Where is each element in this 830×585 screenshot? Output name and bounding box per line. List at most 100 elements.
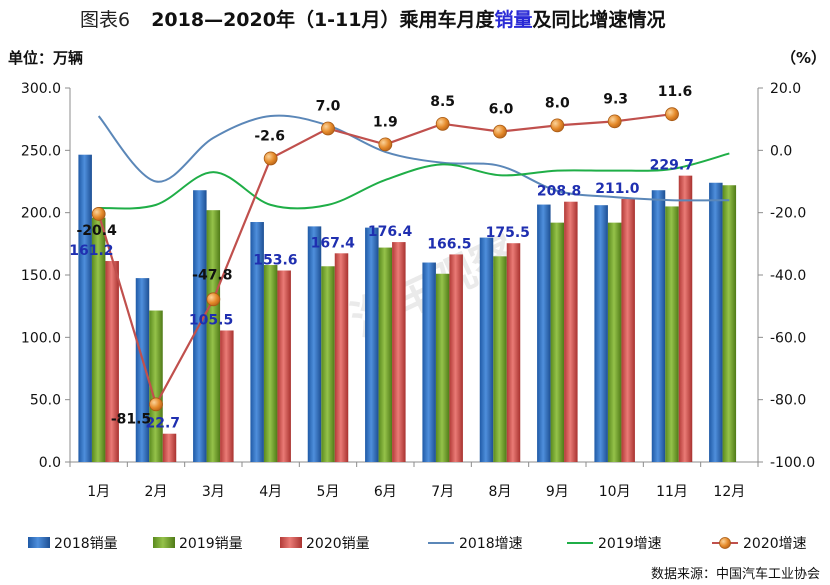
marker-2020增速-5月 [321,121,335,136]
axes: 300.0 250.0 200.0 150.0 100.0 50.0 0.0 20.0 0.0 -… [21,81,815,500]
bar-2020销量-6月 [392,242,406,462]
marker-2020增速-3月 [206,292,221,307]
line-value-label: 1.9 [373,114,398,130]
line-2018增速 [97,114,730,202]
bar-2018销量-8月 [479,237,494,462]
marker-2020增速-6月 [378,137,393,152]
bar-2020销量-2月 [162,433,177,462]
title-highlight: 销量 [495,8,533,31]
x-category-label: 12月 [713,484,745,500]
bar-2018销量-9月 [537,204,551,462]
marker-2020增速-7月 [435,116,450,131]
legend-label: 2018增速 [459,536,523,552]
bar-value-label: 166.5 [427,236,471,252]
marker-2020增速-10月 [607,114,622,129]
line-value-label: 7.0 [316,99,341,115]
legend-label: 2020销量 [306,536,370,552]
left-tick-label: 50.0 [30,393,61,409]
bar-2018销量-10月 [594,205,608,463]
marker-2020增速-11月 [665,107,679,122]
x-category-label: 7月 [431,484,454,500]
bar-2020销量-11月 [678,175,693,462]
bar-2020销量-10月 [621,198,635,462]
right-tick-label: -100.0 [770,455,815,471]
line-value-label: -2.6 [254,128,285,144]
right-tick-label: -80.0 [770,393,806,409]
bar-value-label: 22.7 [145,416,180,432]
x-category-label: 9月 [546,484,569,500]
bar-2020销量-1月 [105,261,119,462]
marker-2020增速-8月 [493,124,507,139]
legend-marker-2020增速 [719,537,731,549]
bar-series [78,154,737,463]
bar-2019销量-5月 [321,266,335,462]
x-category-label: 4月 [259,484,282,500]
line-value-label: 11.6 [658,84,693,100]
left-tick-label: 250.0 [21,143,61,159]
bar-value-label: 208.8 [537,184,581,200]
left-tick-label: 200.0 [21,206,61,222]
x-category-label: 1月 [87,484,110,500]
legend: 2018销量 2019销量 2020销量 2018增速 2019增速 2020增速 [28,536,807,552]
legend-label: 2019增速 [598,536,662,552]
bar-2019销量-4月 [263,265,278,462]
bar-value-label: 211.0 [595,181,640,197]
line-value-label: -81.5 [111,411,151,427]
marker-2020增速-9月 [550,118,565,133]
line-series [91,107,730,412]
marker-2020增速-2月 [149,397,163,412]
line-value-label: -47.8 [192,267,232,283]
left-tick-label: 150.0 [21,268,61,284]
bar-2020销量-9月 [564,201,578,463]
x-category-label: 6月 [374,484,397,500]
right-axis-unit: （%） [781,49,826,67]
data-labels: 161.2 22.7 105.5 153.6 167.4 176.4 166.5 175.5 2… [69,84,694,432]
bar-value-label: 229.7 [650,158,694,174]
right-tick-label: 0.0 [770,143,792,159]
title-prefix: 2018—2020年（1-11月）乘用车月度 [151,8,495,31]
legend-label: 2020增速 [743,536,807,552]
bar-2020销量-3月 [220,330,234,462]
bar-2018销量-2月 [135,278,150,462]
title-suffix: 及同比增速情况 [533,8,666,31]
bar-2019销量-10月 [607,222,622,462]
bar-2019销量-12月 [722,185,737,463]
chart-title: 图表6 2018—2020年（1-11月）乘用车月度销量及同比增速情况 [80,8,666,31]
bar-2018销量-11月 [651,190,666,462]
figure-number: 图表6 [80,9,130,31]
line-value-label: 9.3 [603,91,628,107]
legend-swatch-2020销量 [280,537,302,548]
marker-2020增速-4月 [263,151,278,166]
bar-value-label: 161.2 [69,243,113,259]
bar-2020销量-7月 [449,254,463,462]
bar-2019销量-9月 [550,222,565,462]
bar-value-label: 167.4 [311,235,356,251]
bar-2018销量-1月 [78,154,92,463]
x-category-label: 11月 [656,484,688,500]
left-axis-unit: 单位：万辆 [8,49,83,67]
x-category-label: 2月 [145,484,168,500]
legend-label: 2018销量 [54,536,118,552]
bar-value-label: 176.4 [368,224,413,240]
right-tick-label: -60.0 [770,330,806,346]
bar-2019销量-6月 [378,247,393,462]
bar-2019销量-8月 [493,256,507,462]
bar-2018销量-7月 [422,262,436,462]
line-value-label: 8.0 [545,95,570,111]
line-2019增速 [98,152,730,210]
left-tick-label: 100.0 [21,330,61,346]
bar-2018销量-5月 [307,226,322,462]
marker-2020增速-1月 [91,207,106,221]
bar-2019销量-7月 [435,273,450,462]
x-category-label: 10月 [599,484,631,500]
x-category-label: 8月 [489,484,512,500]
bar-2020销量-4月 [277,270,291,462]
left-tick-label: 300.0 [21,81,61,97]
bar-2020销量-8月 [506,243,521,462]
bar-value-label: 105.5 [189,312,233,328]
bar-2019销量-1月 [91,217,106,462]
line-value-label: 6.0 [489,102,514,118]
bar-2018销量-4月 [250,222,264,462]
x-category-label: 5月 [317,484,340,500]
